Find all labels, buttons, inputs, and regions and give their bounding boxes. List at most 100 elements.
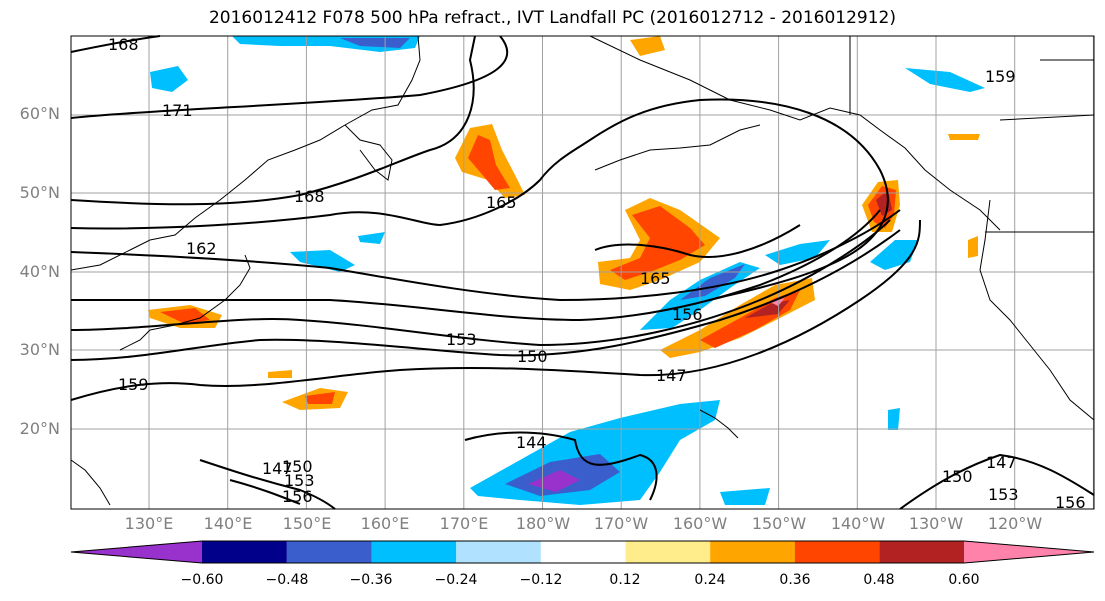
contour-label: 147 (656, 366, 687, 385)
contour-label: 156 (1055, 493, 1086, 512)
colorbar-tick: −0.36 (349, 572, 393, 588)
colorbar-tick: −0.60 (180, 572, 224, 588)
contour-label: 147 (986, 453, 1017, 472)
colorbar-tick: 0.60 (948, 572, 980, 588)
lon-label-120w: 120°W (987, 514, 1043, 533)
colorbar-tick: 0.12 (609, 572, 641, 588)
aleutian-coastline (594, 124, 761, 171)
neg-anomaly-region (765, 240, 830, 265)
contour-168 (70, 35, 476, 206)
contour-label: 156 (282, 487, 313, 506)
lon-label-140e: 140°E (203, 514, 253, 533)
contour-label: 159 (985, 67, 1016, 86)
colorbar-segment (540, 541, 626, 563)
contour-labels: 168 171 168 165 162 165 156 153 150 147 … (108, 35, 1086, 512)
contour-153 (70, 219, 891, 347)
neg-anomaly-region (358, 232, 385, 244)
contour-label: 153 (446, 330, 477, 349)
lat-label-20n: 20°N (19, 419, 60, 438)
gridlines (71, 36, 1094, 509)
colorbar-segment (202, 541, 287, 563)
lat-label-60n: 60°N (19, 104, 60, 123)
lon-label-130w: 130°W (908, 514, 964, 533)
colorbar-tick: −0.24 (434, 572, 478, 588)
contours (70, 35, 1095, 510)
map-border (70, 35, 1095, 510)
colorbar-segment (879, 541, 965, 563)
lat-label-50n: 50°N (19, 183, 60, 202)
colorbar-extend-max (964, 541, 1094, 563)
contour-165 (70, 98, 889, 301)
contour-southwest (199, 459, 336, 510)
neg-anomaly-core (680, 264, 745, 300)
contour-147 (70, 219, 921, 401)
contour-label: 171 (162, 101, 193, 120)
pos-anomaly-max (770, 298, 785, 306)
colorbar-tick: 0.48 (863, 572, 895, 588)
contour-southeast (899, 453, 1095, 510)
neg-anomaly-region (720, 488, 770, 505)
contour-label: 150 (942, 467, 973, 486)
lon-label-150w: 150°W (751, 514, 807, 533)
colorbar-segment (286, 541, 372, 563)
contour-165b (594, 224, 801, 258)
contour-label: 150 (517, 347, 548, 366)
colorbar-tick: 0.36 (779, 572, 811, 588)
contour-171 (70, 35, 509, 119)
lon-label-180w: 180°W (515, 514, 571, 533)
contour-label: 159 (118, 375, 149, 394)
pos-anomaly-region (268, 370, 292, 378)
philippines-coastline (70, 459, 111, 506)
neg-anomaly-region (905, 68, 985, 92)
colorbar-extend-min (71, 541, 202, 563)
pos-anomaly-region (630, 36, 665, 56)
contour-label: 165 (640, 269, 671, 288)
colorbar-tick: −0.48 (265, 572, 309, 588)
hawaii-islands (699, 409, 739, 439)
pos-anomaly-core (305, 392, 335, 404)
lat-label-40n: 40°N (19, 262, 60, 281)
contour-156 (70, 209, 881, 322)
pos-anomaly-core (610, 206, 705, 280)
neg-anomaly-region (150, 66, 188, 92)
contour-label: 162 (186, 239, 217, 258)
neg-anomaly-core (340, 38, 410, 48)
colorbar-tick: 0.24 (694, 572, 726, 588)
contour-168b (70, 35, 161, 53)
neg-anomaly-peak (528, 470, 580, 492)
pos-anomaly-region (968, 236, 978, 258)
contour-label: 150 (282, 457, 313, 476)
pos-anomaly-core (468, 135, 510, 190)
contour-label: 168 (294, 187, 325, 206)
lon-label-140w: 140°W (830, 514, 886, 533)
contour-label: 147 (262, 459, 293, 478)
lon-label-150e: 150°E (282, 514, 332, 533)
alaska-coastline (589, 35, 1001, 231)
lon-label-170w: 170°W (593, 514, 649, 533)
colorbar-segment (625, 541, 711, 563)
na-west-coastline (979, 199, 1095, 421)
colorbar-tick: −0.12 (519, 572, 563, 588)
colorbar-segment (371, 541, 457, 563)
neg-anomaly-region (888, 408, 900, 430)
colorbar (70, 540, 1095, 564)
contour-label: 144 (516, 433, 547, 452)
pos-anomaly-region (948, 134, 980, 140)
lon-label-170e: 170°E (439, 514, 489, 533)
colorbar-segment (794, 541, 880, 563)
canada-us-border (849, 36, 1095, 233)
contour-144 (464, 431, 658, 501)
lon-label-160w: 160°W (672, 514, 728, 533)
contour-label: 168 (108, 35, 139, 54)
contour-label: 153 (988, 485, 1019, 504)
colorbar-outline (70, 540, 1095, 564)
contour-150 (70, 229, 901, 361)
contour-162 (70, 209, 901, 302)
map-title: 2016012412 F078 500 hPa refract., IVT La… (208, 8, 896, 28)
pos-anomaly-core (160, 308, 210, 324)
contour-label: 156 (672, 305, 703, 324)
contour-label: 153 (284, 471, 315, 490)
lon-label-130e: 130°E (124, 514, 174, 533)
colorbar-segment (456, 541, 541, 563)
